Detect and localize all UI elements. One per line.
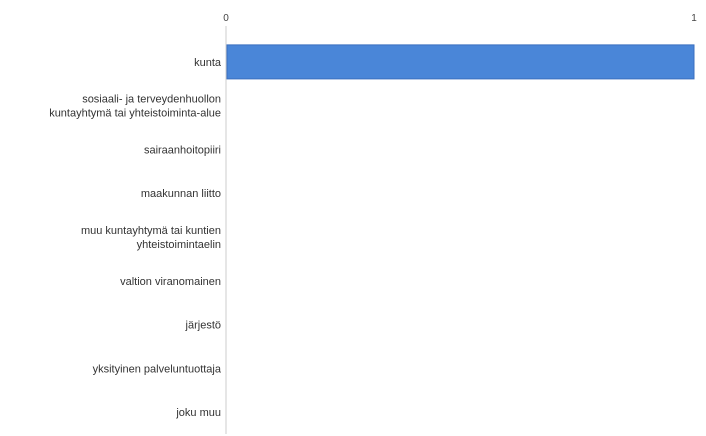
x-tick-label: 1 [691,13,697,24]
category-label: järjestö [185,320,221,332]
category-label-line: sairaanhoitopiiri [144,144,221,156]
bars [226,44,695,80]
category-label-line: joku muu [175,407,221,419]
category-label: sosiaali- ja terveydenhuollon kuntayhtymä… [49,94,221,120]
category-label: muu kuntayhtymä tai kuntien yhteistoimint… [81,225,221,251]
category-label-line: kunta [194,57,222,69]
category-label-line: muu kuntayhtymä tai kuntien [81,225,221,237]
category-label: valtion viranomainen [120,276,221,288]
category-label: kunta [194,57,222,69]
category-label-line: järjestö [185,320,221,332]
category-label-line: yksityinen palveluntuottaja [93,363,222,375]
category-label: sairaanhoitopiiri [144,144,221,156]
category-label: maakunnan liitto [141,188,221,200]
category-label: yksityinen palveluntuottaja [93,363,222,375]
category-label-line: yhteistoimintaelin [137,239,221,251]
x-tick-label: 0 [223,13,229,24]
category-label-line: valtion viranomainen [120,276,221,288]
category-label-line: kuntayhtymä tai yhteistoiminta-alue [49,108,221,120]
category-labels: kunta sosiaali- ja terveydenhuollon kuntay… [49,57,222,419]
category-label: joku muu [175,407,221,419]
bar [226,44,695,80]
category-label-line: sosiaali- ja terveydenhuollon [82,94,221,106]
category-label-line: maakunnan liitto [141,188,221,200]
